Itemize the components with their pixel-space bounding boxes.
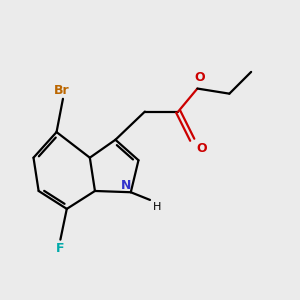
Text: Br: Br [54,84,70,97]
Text: H: H [153,202,161,212]
Text: N: N [121,179,131,192]
Text: F: F [56,242,64,255]
Text: O: O [194,71,205,84]
Text: O: O [196,142,207,155]
